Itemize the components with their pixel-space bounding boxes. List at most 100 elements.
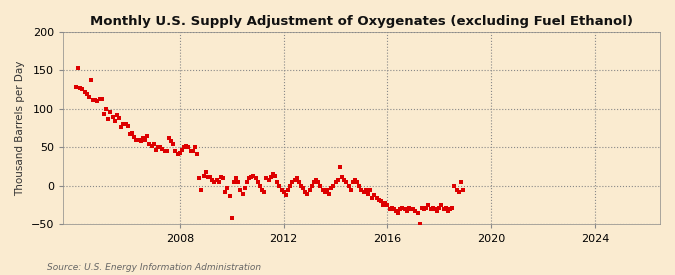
Point — [358, 190, 369, 194]
Point — [341, 180, 352, 184]
Point — [404, 205, 414, 210]
Point — [99, 111, 109, 116]
Point — [265, 175, 276, 179]
Point — [447, 205, 458, 210]
Point — [421, 205, 432, 210]
Point — [226, 216, 237, 221]
Point — [138, 136, 148, 141]
Point — [410, 208, 421, 213]
Point — [345, 188, 356, 192]
Point — [362, 191, 373, 196]
Point — [369, 193, 380, 197]
Point — [319, 190, 330, 194]
Point — [438, 207, 449, 211]
Point — [429, 207, 440, 211]
Point — [129, 134, 140, 139]
Point — [176, 148, 187, 152]
Point — [254, 184, 265, 188]
Point — [423, 203, 434, 207]
Point — [159, 148, 170, 153]
Point — [304, 188, 315, 192]
Point — [323, 191, 334, 196]
Point — [406, 207, 416, 211]
Point — [148, 141, 159, 146]
Point — [200, 170, 211, 174]
Point — [136, 139, 146, 144]
Point — [215, 175, 226, 179]
Point — [120, 122, 131, 127]
Point — [343, 184, 354, 188]
Point — [427, 205, 438, 210]
Point — [300, 190, 310, 194]
Point — [382, 203, 393, 207]
Point — [107, 114, 118, 119]
Point — [332, 178, 343, 182]
Point — [391, 208, 402, 213]
Y-axis label: Thousand Barrels per Day: Thousand Barrels per Day — [15, 60, 25, 196]
Point — [140, 138, 151, 142]
Point — [222, 185, 233, 190]
Point — [419, 207, 430, 211]
Point — [144, 141, 155, 146]
Point — [131, 138, 142, 142]
Point — [452, 188, 462, 192]
Point — [348, 180, 358, 184]
Point — [373, 198, 384, 202]
Point — [190, 145, 200, 150]
Point — [434, 205, 445, 210]
Point — [441, 205, 452, 210]
Point — [155, 145, 165, 150]
Point — [246, 175, 256, 179]
Point — [161, 148, 172, 153]
Point — [192, 152, 202, 156]
Point — [261, 176, 271, 180]
Point — [289, 178, 300, 182]
Point — [224, 194, 235, 198]
Point — [339, 178, 350, 182]
Point — [233, 180, 244, 184]
Point — [321, 188, 332, 192]
Point — [92, 99, 103, 103]
Point — [269, 174, 280, 178]
Point — [317, 188, 328, 192]
Point — [259, 190, 269, 194]
Point — [445, 207, 456, 211]
Point — [79, 90, 90, 94]
Point — [124, 131, 135, 136]
Point — [97, 97, 107, 101]
Point — [375, 199, 386, 204]
Point — [458, 188, 468, 192]
Point — [242, 180, 252, 184]
Point — [75, 86, 86, 90]
Point — [146, 144, 157, 148]
Point — [252, 180, 263, 184]
Point — [202, 175, 213, 179]
Point — [84, 95, 95, 100]
Point — [296, 184, 306, 188]
Point — [436, 203, 447, 207]
Point — [302, 191, 313, 196]
Point — [308, 180, 319, 184]
Point — [235, 188, 246, 192]
Point — [293, 180, 304, 184]
Point — [278, 190, 289, 194]
Point — [82, 91, 92, 96]
Point — [213, 180, 224, 184]
Point — [179, 145, 190, 150]
Point — [142, 134, 153, 138]
Point — [456, 180, 466, 184]
Point — [188, 149, 198, 153]
Point — [250, 176, 261, 180]
Point — [127, 131, 138, 135]
Point — [393, 211, 404, 215]
Point — [256, 188, 267, 192]
Point — [103, 117, 114, 121]
Point — [310, 178, 321, 182]
Point — [397, 205, 408, 210]
Point — [198, 174, 209, 178]
Point — [283, 188, 294, 192]
Point — [414, 222, 425, 227]
Point — [328, 184, 339, 188]
Point — [291, 176, 302, 180]
Point — [389, 207, 400, 211]
